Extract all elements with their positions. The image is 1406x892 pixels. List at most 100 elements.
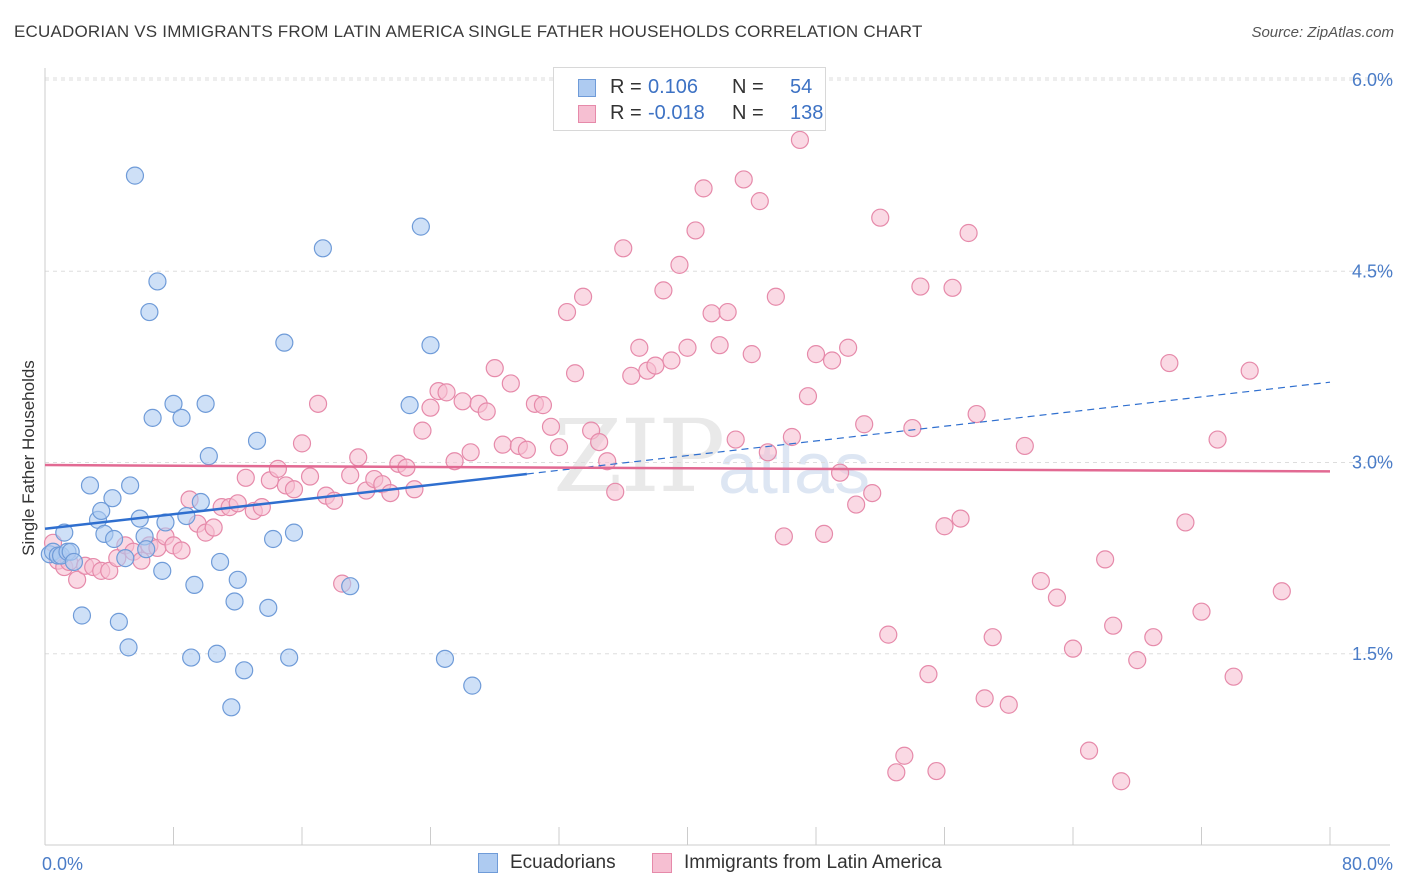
- ecuadorian-point: [119, 638, 138, 657]
- immigrant-point: [718, 302, 737, 322]
- ecuadorian-point: [148, 272, 167, 291]
- immigrant-point: [606, 482, 625, 501]
- immigrant-point: [1104, 616, 1123, 635]
- immigrant-point: [774, 527, 793, 546]
- immigrant-point: [381, 484, 400, 503]
- immigrant-point: [879, 625, 898, 644]
- immigrant-point: [1079, 741, 1099, 760]
- immigrant-point: [1160, 353, 1179, 373]
- immigrant-point: [830, 463, 850, 482]
- watermark-zip: ZIP: [553, 398, 725, 515]
- ecuadorian-point: [228, 570, 247, 589]
- ecuadorian-point: [121, 476, 140, 495]
- legend-label: Immigrants from Latin America: [684, 852, 942, 873]
- ecuadorian-point: [435, 649, 455, 668]
- immigrant-point: [405, 480, 424, 499]
- immigrant-point: [790, 130, 810, 150]
- ecuadorian-point: [182, 648, 201, 667]
- immigrant-point: [413, 421, 432, 440]
- immigrant-point: [758, 443, 777, 462]
- pink-swatch: [578, 105, 596, 123]
- immigrant-point: [630, 338, 649, 357]
- immigrant-point: [622, 366, 641, 385]
- immigrant-point: [517, 440, 536, 459]
- y-tick-label: 1.5%: [1352, 644, 1393, 664]
- immigrant-point: [1240, 361, 1259, 380]
- x-tick-label: 0.0%: [42, 854, 83, 874]
- immigrant-point: [284, 480, 304, 499]
- immigrant-point: [300, 467, 320, 486]
- ecuadorian-point: [72, 606, 92, 625]
- immigrant-point: [437, 383, 456, 402]
- axes: [44, 68, 1390, 846]
- ecuadorian-point: [153, 561, 172, 580]
- n-value: 138: [790, 102, 824, 124]
- immigrant-point: [485, 359, 504, 378]
- ecuadorian-point: [275, 333, 294, 352]
- immigrant-point: [847, 495, 866, 514]
- ecuadorian-point: [92, 501, 111, 521]
- immigrant-point: [549, 438, 569, 457]
- y-tick-label: 6.0%: [1352, 70, 1393, 90]
- ecuadorian-point: [222, 698, 241, 717]
- immigrant-point: [1096, 550, 1115, 569]
- ecuadorian-point: [207, 644, 226, 663]
- immigrant-point: [646, 356, 665, 375]
- blue-swatch: [578, 79, 596, 97]
- immigrant-point: [678, 338, 697, 357]
- n-label: N =: [732, 76, 764, 98]
- immigrant-point: [453, 392, 472, 411]
- ecuadorian-point: [341, 577, 360, 596]
- immigrant-point: [911, 277, 930, 296]
- correlation-legend: R = 0.106 N = 54 R = -0.018 N = 138: [553, 67, 826, 131]
- immigrant-point: [1176, 513, 1195, 532]
- gridlines: [45, 77, 1392, 655]
- immigrant-point: [1272, 582, 1291, 601]
- immigrant-point: [975, 689, 994, 708]
- immigrant-point: [501, 374, 520, 393]
- ecuadorian-point: [185, 575, 204, 595]
- immigrant-point: [798, 387, 818, 406]
- immigrant-point: [863, 484, 882, 503]
- immigrant-point: [967, 404, 986, 424]
- immigrant-point: [1144, 628, 1163, 647]
- ecuadorian-point: [137, 540, 156, 559]
- immigrant-point: [341, 466, 360, 485]
- blue-swatch: [478, 853, 498, 873]
- immigrant-point: [461, 443, 480, 462]
- pink-swatch: [652, 853, 672, 873]
- ecuadorian-point: [116, 549, 135, 568]
- immigrant-point: [839, 338, 858, 357]
- immigrant-point: [662, 351, 681, 370]
- ecuadorian-point: [463, 676, 482, 695]
- immigrant-point: [895, 746, 914, 765]
- immigrant-point: [694, 179, 713, 198]
- immigrant-point: [710, 336, 729, 355]
- immigrant-point: [292, 434, 312, 453]
- immigrant-point: [814, 524, 834, 544]
- immigrant-point: [1063, 639, 1083, 658]
- immigrant-point: [541, 417, 561, 436]
- immigrant-point: [493, 435, 512, 454]
- immigrant-point: [999, 695, 1018, 714]
- ecuadorian-point: [103, 489, 122, 508]
- immigrant-point: [766, 287, 785, 306]
- ecuadorian-point: [177, 506, 196, 526]
- immigrant-point: [871, 208, 890, 227]
- ecuadorian-point: [164, 394, 183, 413]
- immigrant-point: [1224, 667, 1243, 686]
- ecuadorian-point: [247, 431, 267, 450]
- immigrant-point: [903, 418, 922, 438]
- immigrant-point: [1015, 436, 1034, 456]
- immigrant-point: [822, 351, 842, 370]
- immigrant-point: [421, 398, 440, 417]
- immigrant-point: [654, 281, 673, 300]
- chart-title: ECUADORIAN VS IMMIGRANTS FROM LATIN AMER…: [14, 22, 923, 41]
- immigrant-point: [172, 541, 191, 560]
- ecuadorian-point: [225, 592, 244, 611]
- ecuadorian-point: [313, 239, 332, 258]
- r-value: 0.106: [648, 76, 699, 98]
- ecuadorian-point: [172, 408, 191, 427]
- legend-label: Ecuadorians: [510, 852, 616, 873]
- y-axis-label: Single Father Households: [19, 360, 38, 556]
